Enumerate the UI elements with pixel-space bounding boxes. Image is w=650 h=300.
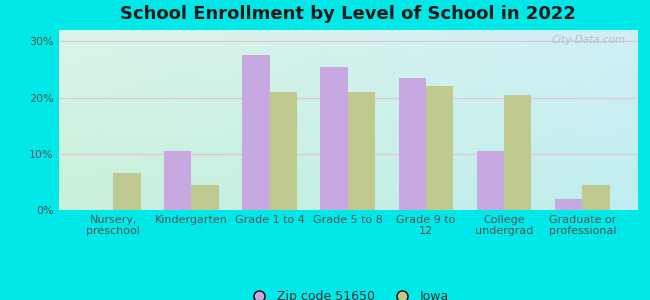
- Bar: [504, 95, 532, 210]
- Bar: [398, 78, 426, 210]
- Bar: [426, 86, 453, 210]
- Legend: Zip code 51650, Iowa: Zip code 51650, Iowa: [242, 285, 454, 300]
- Bar: [242, 55, 270, 210]
- Bar: [113, 173, 140, 210]
- Bar: [191, 185, 219, 210]
- Bar: [320, 67, 348, 210]
- Bar: [164, 151, 191, 210]
- Bar: [555, 199, 582, 210]
- Title: School Enrollment by Level of School in 2022: School Enrollment by Level of School in …: [120, 5, 576, 23]
- Text: City-Data.com: City-Data.com: [551, 35, 625, 45]
- Bar: [476, 151, 504, 210]
- Bar: [270, 92, 297, 210]
- Bar: [348, 92, 375, 210]
- Bar: [582, 185, 610, 210]
